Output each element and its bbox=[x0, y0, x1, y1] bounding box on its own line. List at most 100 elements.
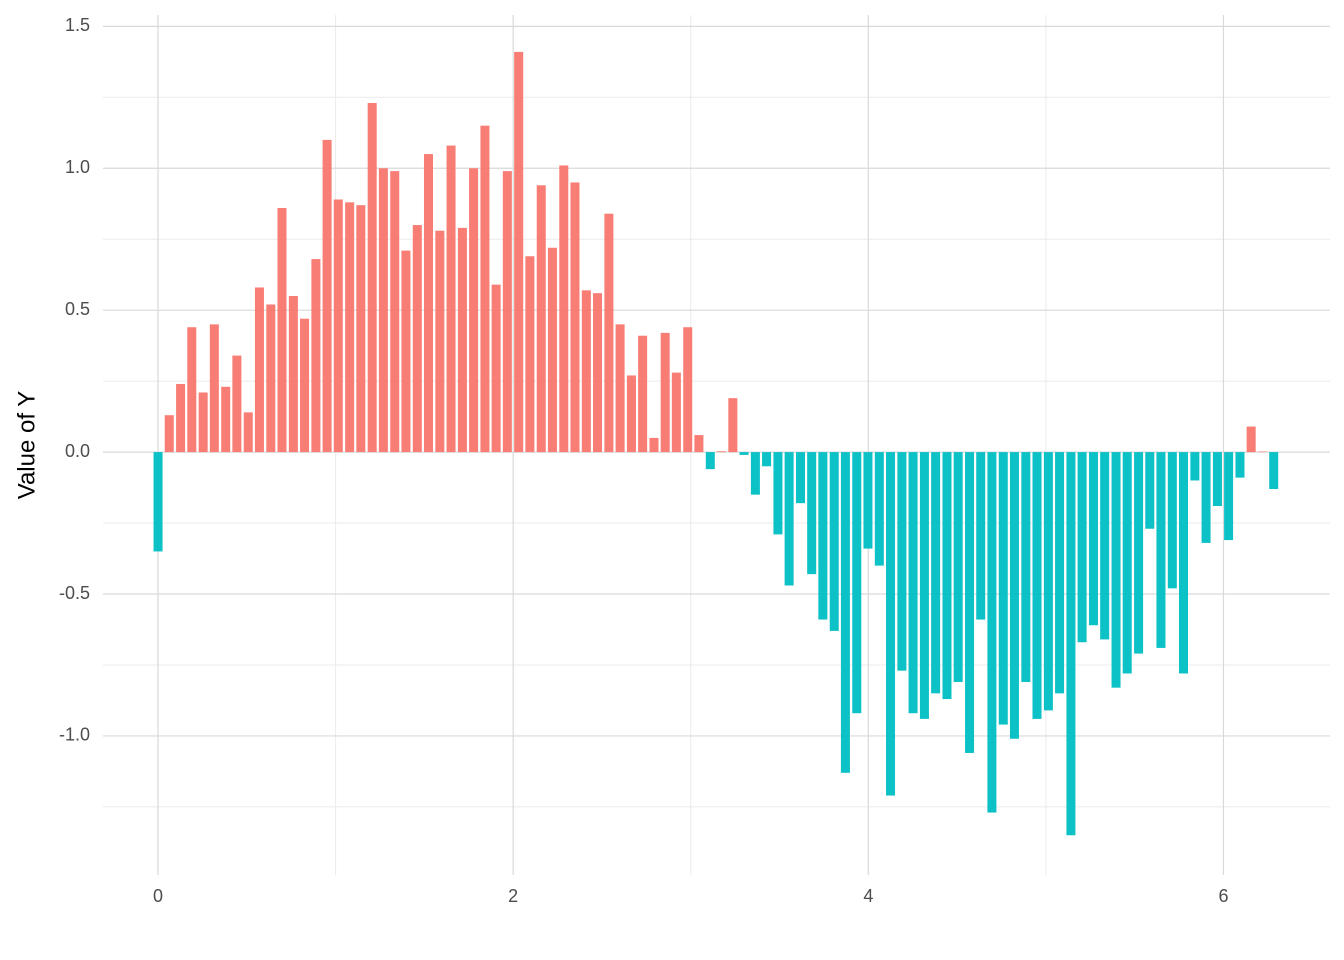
bar bbox=[683, 327, 693, 453]
bar bbox=[502, 171, 512, 453]
bar bbox=[1021, 452, 1031, 682]
bar bbox=[987, 452, 997, 813]
bar bbox=[435, 230, 445, 453]
bar bbox=[1066, 452, 1076, 836]
bar bbox=[1224, 452, 1234, 541]
bar bbox=[1201, 452, 1211, 543]
bar bbox=[469, 168, 479, 453]
bar bbox=[829, 452, 839, 631]
bar bbox=[480, 125, 490, 453]
bar bbox=[694, 435, 704, 453]
bar bbox=[390, 171, 400, 453]
bar bbox=[322, 139, 332, 453]
bar bbox=[1043, 452, 1053, 711]
bar bbox=[1269, 452, 1279, 489]
bar bbox=[378, 168, 388, 453]
bar bbox=[919, 452, 929, 719]
bar bbox=[852, 452, 862, 714]
bar bbox=[311, 259, 321, 453]
y-tick-label: 1.0 bbox=[65, 157, 90, 177]
bar bbox=[547, 247, 557, 453]
bar bbox=[412, 225, 422, 453]
bar bbox=[762, 452, 772, 467]
bar bbox=[559, 165, 569, 453]
bar bbox=[1134, 452, 1144, 654]
bar bbox=[1258, 451, 1268, 453]
y-tick-label: 0.5 bbox=[65, 299, 90, 319]
bar bbox=[581, 290, 591, 453]
bar bbox=[266, 304, 276, 453]
y-tick-label: 1.5 bbox=[65, 15, 90, 35]
bar bbox=[209, 324, 219, 453]
bar bbox=[243, 412, 253, 453]
bar bbox=[942, 452, 952, 700]
bar bbox=[1167, 452, 1177, 589]
bar bbox=[886, 452, 896, 796]
bar bbox=[345, 202, 355, 453]
bar bbox=[863, 452, 873, 549]
bar bbox=[1088, 452, 1098, 626]
bar bbox=[514, 51, 524, 453]
bar bbox=[333, 199, 343, 453]
bar bbox=[818, 452, 828, 620]
bar bbox=[536, 185, 546, 453]
bar bbox=[998, 452, 1008, 725]
bar bbox=[221, 386, 231, 453]
bar bbox=[525, 256, 535, 453]
bar bbox=[1246, 426, 1256, 453]
bar bbox=[1111, 452, 1121, 688]
bar bbox=[1235, 452, 1245, 478]
bar bbox=[1145, 452, 1155, 529]
bar bbox=[705, 452, 715, 470]
bar bbox=[840, 452, 850, 773]
bar bbox=[728, 398, 738, 453]
bar bbox=[187, 327, 197, 453]
grid bbox=[103, 15, 1330, 875]
x-tick-label: 2 bbox=[508, 886, 518, 906]
bar bbox=[1055, 452, 1065, 694]
bar bbox=[1212, 452, 1222, 507]
y-tick-label: -0.5 bbox=[59, 583, 90, 603]
x-tick-label: 6 bbox=[1218, 886, 1228, 906]
bar bbox=[638, 335, 648, 453]
bar bbox=[593, 293, 603, 453]
bar bbox=[615, 324, 625, 453]
y-tick-label: 0.0 bbox=[65, 441, 90, 461]
bar bbox=[1009, 452, 1019, 739]
bar bbox=[153, 452, 163, 552]
bar bbox=[1178, 452, 1189, 674]
bar bbox=[671, 372, 681, 453]
bar bbox=[254, 287, 264, 453]
bar bbox=[716, 451, 726, 453]
y-tick-label: -1.0 bbox=[59, 725, 90, 745]
bar bbox=[164, 415, 174, 453]
bar bbox=[874, 452, 884, 566]
bar bbox=[367, 102, 377, 453]
bar bbox=[232, 355, 242, 453]
bar bbox=[649, 437, 659, 453]
bar bbox=[953, 452, 963, 682]
bar bbox=[176, 383, 186, 453]
bar bbox=[795, 452, 805, 504]
labels: -1.0 -0.5 0.0 0.5 1.0 1.5 0 2 4 6 bbox=[59, 15, 1228, 906]
bar bbox=[491, 284, 501, 453]
bar bbox=[1156, 452, 1166, 648]
bar bbox=[401, 250, 411, 453]
bar bbox=[976, 452, 986, 620]
bar bbox=[1077, 452, 1087, 643]
bar bbox=[965, 452, 975, 753]
bar bbox=[660, 332, 670, 453]
bar bbox=[1122, 452, 1132, 674]
bar bbox=[931, 452, 941, 694]
bar bbox=[604, 213, 614, 453]
bar bbox=[773, 452, 783, 535]
x-tick-label: 4 bbox=[863, 886, 873, 906]
bar bbox=[750, 452, 760, 495]
bar bbox=[897, 452, 907, 671]
bar bbox=[908, 452, 918, 714]
bar bbox=[739, 452, 749, 455]
x-tick-label: 0 bbox=[153, 886, 163, 906]
bar bbox=[1032, 452, 1042, 719]
bar bbox=[784, 452, 794, 586]
